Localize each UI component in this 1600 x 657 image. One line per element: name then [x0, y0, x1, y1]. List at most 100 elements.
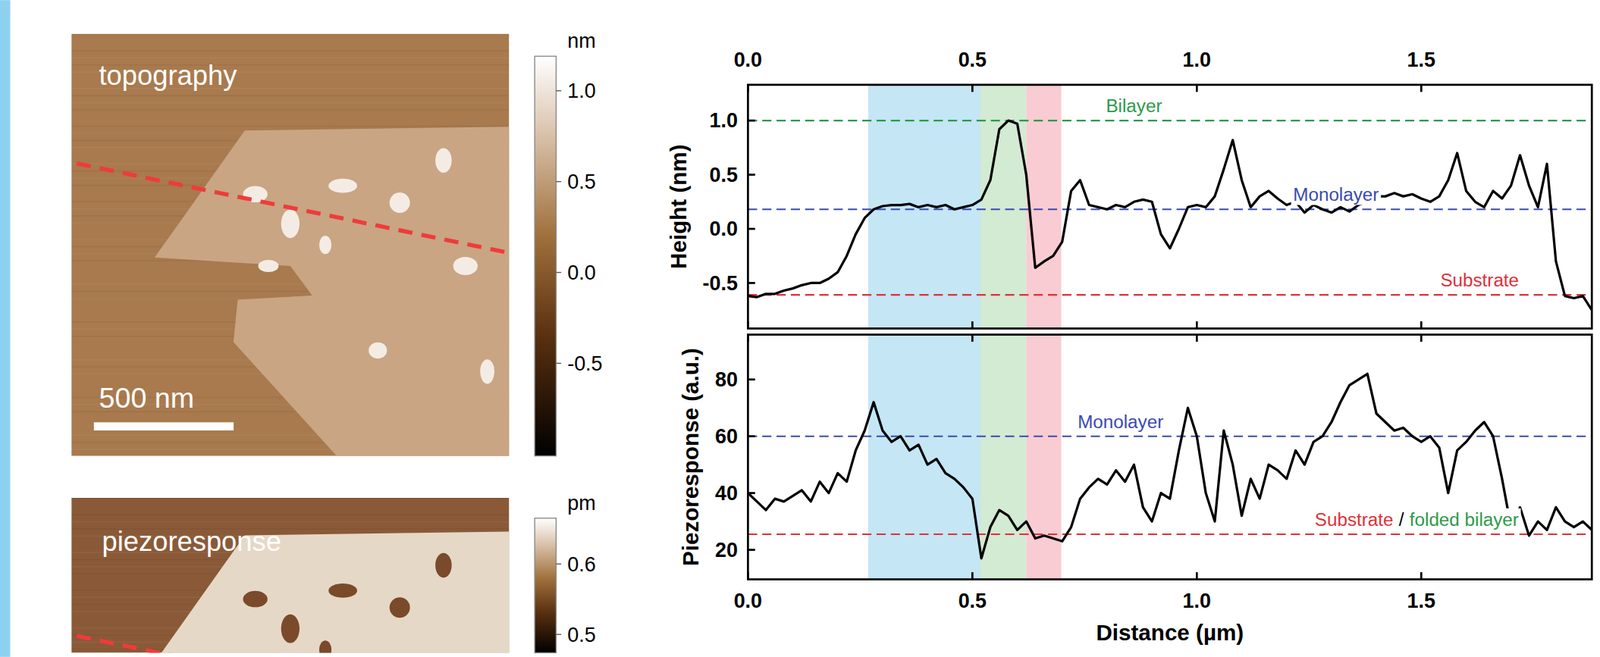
y-tick-label: 0.5 [709, 163, 738, 187]
spot [389, 597, 411, 619]
spot [243, 591, 268, 609]
x-tick [971, 335, 974, 342]
label-part: / [1399, 509, 1405, 531]
spot [435, 148, 452, 173]
reference-label: Monolayer [1292, 185, 1379, 206]
flake [154, 126, 510, 457]
x-tick [1195, 572, 1199, 580]
region [1025, 335, 1061, 581]
y-axis-title: Piezoresponse (a.u.) [677, 348, 703, 567]
x-tick [1195, 84, 1199, 92]
reference-line [747, 436, 1592, 438]
x-tick [1420, 321, 1423, 329]
profile-line [76, 163, 509, 254]
y-tick [747, 119, 755, 123]
label-patch [1075, 410, 1165, 433]
spot [480, 359, 495, 384]
label-part: folded bilayer [1409, 509, 1519, 531]
colorbar-tick-label: 0.6 [567, 553, 596, 577]
x-tick [746, 84, 750, 92]
texture [71, 50, 509, 52]
texture [71, 102, 509, 104]
scale-bar [94, 422, 234, 431]
x-tick-label: 1.0 [1182, 589, 1211, 613]
scale-bar-label: 500 nm [99, 382, 195, 415]
colorbar-unit: nm [567, 29, 596, 53]
map-image [71, 34, 509, 457]
x-tick-label: 1.5 [1407, 589, 1436, 613]
annotations: Bilayer Monolayer Substrate [1104, 94, 1522, 291]
figure: topography500 nmnm1.00.50.0-0.5piezoresp… [0, 0, 1600, 657]
region [980, 335, 1026, 581]
plot-area [747, 335, 1592, 581]
x-tick [1420, 572, 1423, 580]
texture [71, 514, 509, 516]
y-tick [747, 282, 755, 285]
profile-curve [747, 373, 1592, 559]
texture [71, 57, 509, 60]
x-tick [746, 572, 750, 580]
y-axis-title: Height (nm) [665, 144, 691, 269]
texture [71, 34, 509, 36]
texture [71, 94, 509, 97]
spot [328, 178, 358, 194]
colorbar-tick [555, 181, 562, 182]
colorbar-tick [555, 90, 562, 91]
spot [389, 192, 411, 214]
y-tick-label: 80 [715, 368, 738, 392]
plot-area [747, 84, 1592, 330]
colorbar-tick-label: 0.5 [567, 170, 596, 194]
spot [453, 257, 478, 276]
colorbar [534, 518, 556, 654]
x-tick-label: 1.0 [1182, 48, 1211, 72]
colorbar [534, 56, 556, 457]
reference-line [747, 119, 1592, 122]
spot [281, 614, 300, 644]
annotations: Monolayer Substrate/folded bilayer [1075, 410, 1521, 531]
texture [71, 125, 509, 128]
reference-label: Substrate [1440, 269, 1519, 291]
spot [319, 640, 332, 653]
x-tick [971, 84, 974, 92]
x-tick-label: 0.0 [734, 48, 763, 72]
spot [258, 260, 280, 273]
x-tick [1195, 335, 1199, 342]
y-tick-label: 0.0 [709, 217, 738, 241]
side-strip [0, 0, 10, 657]
reference-label: Substrate/folded bilayer [1314, 509, 1519, 531]
x-tick [971, 321, 974, 329]
y-tick-label: 20 [715, 539, 738, 562]
reference-label: Monolayer [1077, 411, 1164, 433]
y-tick [747, 378, 755, 381]
plot-frame [747, 335, 1592, 581]
x-tick [1420, 335, 1423, 342]
x-tick [746, 335, 750, 342]
x-tick [971, 572, 974, 580]
colorbar-tick-label: 0.0 [567, 261, 596, 285]
x-tick [746, 321, 750, 329]
y-tick [747, 228, 755, 231]
colorbar-tick [555, 634, 562, 636]
y-tick [747, 492, 755, 495]
label-patch [1438, 269, 1522, 291]
x-tick [1195, 321, 1199, 329]
y-tick [747, 549, 755, 552]
x-tick-label: 0.0 [734, 589, 763, 613]
y-tick-label: 1.0 [709, 109, 738, 132]
colorbar-tick-label: 0.5 [567, 624, 596, 647]
label-patch [1291, 183, 1381, 205]
map-title: topography [99, 59, 239, 91]
x-tick [1420, 84, 1423, 92]
x-tick-label: 0.5 [958, 589, 987, 613]
profile-curve [747, 120, 1592, 311]
reference-line [747, 533, 1592, 536]
map-image [71, 498, 509, 654]
spot [328, 583, 358, 599]
y-tick-label: 40 [715, 482, 738, 506]
reference-label: Bilayer [1105, 95, 1162, 117]
texture [71, 109, 509, 111]
label-patch [1312, 508, 1521, 531]
colorbar-tick-label: -0.5 [567, 352, 603, 376]
texture [71, 498, 509, 500]
x-axis-title: Distance (µm) [1095, 620, 1244, 646]
